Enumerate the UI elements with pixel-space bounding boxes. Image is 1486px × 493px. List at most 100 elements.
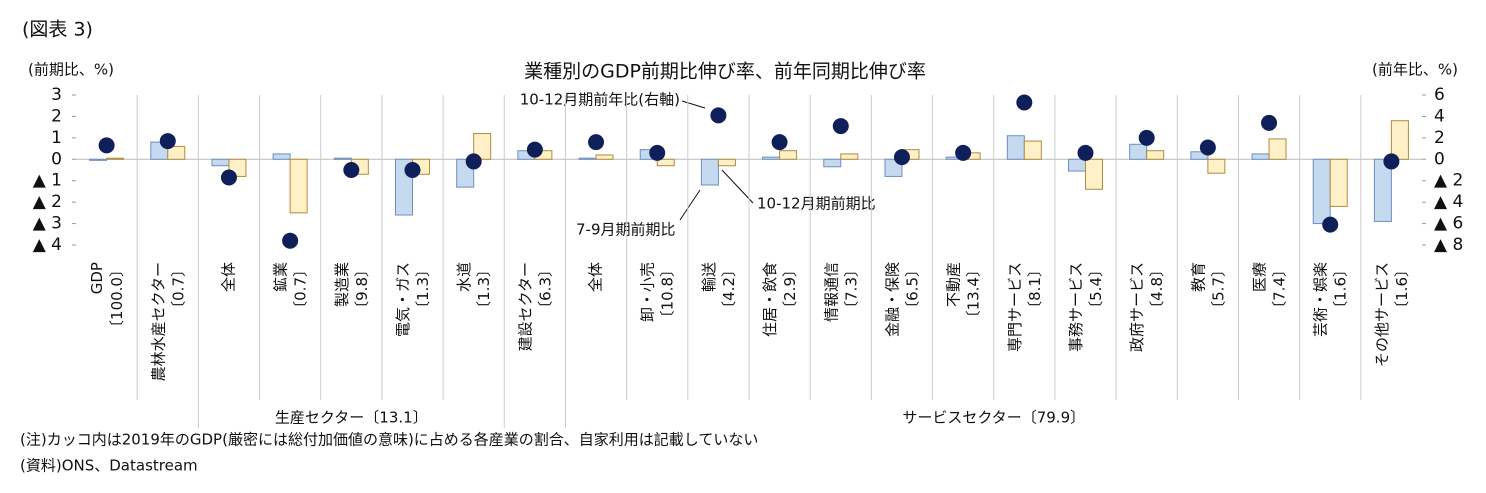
x-tick-label: その他サービス	[1373, 262, 1391, 367]
bar	[1129, 143, 1148, 160]
x-tick-weight: 〔4.2〕	[720, 262, 738, 316]
x-tick-weight: 〔7.3〕	[842, 262, 860, 316]
dot	[649, 144, 666, 161]
dot	[282, 232, 299, 249]
bar	[700, 158, 719, 186]
y-tick-label: ▲ 1	[33, 171, 62, 191]
bar	[1329, 158, 1348, 207]
bar	[1146, 150, 1165, 160]
bar	[1006, 135, 1025, 160]
figure-label: (図表 3)	[22, 19, 93, 41]
x-tick-weight: 〔5.7〕	[1209, 262, 1227, 316]
bar	[823, 158, 842, 168]
note: (資料)ONS、Datastream	[20, 457, 198, 475]
dot	[588, 134, 605, 151]
y-axis-label: (前期比、%)	[28, 61, 114, 79]
y-tick-label: ▲ 3	[33, 214, 62, 234]
x-tick-label: 鉱業	[272, 262, 290, 292]
annotation: 10-12月期前期比	[757, 195, 876, 213]
x-tick-weight: 〔8.1〕	[1026, 262, 1044, 316]
bar	[656, 158, 675, 167]
x-tick-label: 製造業	[333, 262, 351, 307]
y2-tick-label: ▲ 6	[1434, 214, 1463, 234]
arrow	[721, 169, 754, 204]
x-tick-weight: 〔0.7〕	[169, 262, 187, 316]
x-tick-weight: 〔5.4〕	[1087, 262, 1105, 316]
dot	[159, 133, 176, 150]
annotation: 10-12月期前年比(右軸)	[520, 91, 680, 109]
x-tick-weight: 〔7.4〕	[1271, 262, 1289, 316]
x-tick-label: 教育	[1189, 262, 1207, 292]
note: (注)カッコ内は2019年のGDP(厳密には総付加価値の意味)に占める各産業の割…	[20, 431, 758, 449]
y2-tick-label: 0	[1434, 149, 1445, 169]
dot	[343, 162, 360, 178]
x-tick-label: 医療	[1251, 262, 1269, 292]
dot	[465, 153, 482, 170]
y2-tick-label: 4	[1434, 106, 1445, 126]
x-tick-label: 農林水産セクター	[149, 262, 167, 381]
x-tick-weight: 〔0.7〕	[292, 262, 310, 316]
y2-axis-label: (前年比、%)	[1372, 61, 1458, 79]
dot	[710, 107, 727, 124]
bar	[595, 154, 614, 160]
y2-tick-label: ▲ 4	[1434, 192, 1463, 212]
bar	[106, 157, 125, 160]
bar	[1251, 153, 1270, 160]
y-tick-label: 2	[51, 106, 62, 126]
group-label: サービスセクター〔79.9〕	[902, 409, 1085, 427]
dot	[1016, 94, 1033, 111]
dot	[98, 137, 115, 154]
x-tick-label: 住居・飲食	[761, 262, 779, 337]
x-tick-weight: 〔4.8〕	[1148, 262, 1166, 316]
y-tick-label: ▲ 2	[33, 192, 62, 212]
x-tick-label: 芸術・娯楽	[1312, 262, 1330, 337]
y2-tick-label: ▲ 8	[1434, 235, 1463, 255]
y-tick-label: 0	[51, 149, 62, 169]
x-tick-label: GDP	[88, 262, 106, 294]
bar	[211, 158, 230, 167]
y2-tick-label: 6	[1434, 85, 1445, 105]
dot	[771, 134, 788, 151]
x-tick-weight: 〔1.3〕	[475, 262, 493, 316]
dot	[1261, 114, 1278, 131]
bar	[840, 153, 859, 160]
x-tick-weight: 〔2.9〕	[781, 262, 799, 316]
bar	[1085, 158, 1103, 190]
dot	[404, 162, 421, 178]
y2-tick-label: 2	[1434, 128, 1445, 148]
y-tick-label: 1	[51, 128, 62, 148]
chart-title: 業種別のGDP前期比伸び率、前年同期比伸び率	[524, 61, 926, 83]
x-tick-weight: 〔6.3〕	[536, 262, 554, 316]
x-tick-label: 建設セクター	[516, 262, 534, 351]
arrow	[679, 189, 701, 221]
x-tick-weight: 〔1.3〕	[414, 262, 432, 316]
bar	[1190, 151, 1209, 160]
bar	[1268, 138, 1287, 160]
x-tick-label: 専門サービス	[1006, 262, 1024, 352]
x-tick-label: 政府サービス	[1128, 262, 1146, 352]
x-tick-weight: 〔100.0〕	[108, 262, 126, 335]
x-tick-weight: 〔1.6〕	[1332, 262, 1350, 316]
dot	[526, 141, 543, 158]
dot	[1383, 153, 1400, 170]
bar	[473, 133, 492, 160]
x-tick-label: 卸・小売	[639, 262, 657, 322]
dot	[1138, 129, 1155, 146]
x-tick-label: 全体	[219, 262, 237, 292]
dot	[1077, 144, 1094, 161]
dot	[1199, 139, 1216, 156]
dot	[220, 169, 237, 186]
dot	[893, 149, 910, 166]
bar	[1207, 158, 1226, 174]
x-tick-label: 全体	[587, 262, 605, 292]
bar	[333, 157, 352, 160]
bar	[1373, 158, 1392, 222]
x-tick-label: 輸送	[700, 262, 718, 292]
x-tick-weight: 〔9.8〕	[353, 262, 371, 316]
bar	[167, 145, 186, 160]
bar	[272, 153, 291, 160]
dot	[1322, 216, 1339, 233]
bar	[1068, 158, 1086, 172]
x-tick-label: 金融・保険	[883, 262, 901, 337]
